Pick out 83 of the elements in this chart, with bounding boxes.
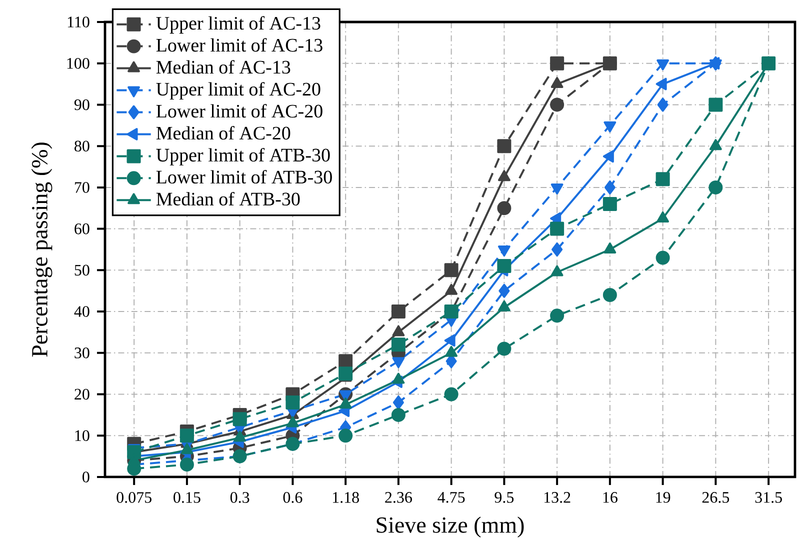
point <box>656 59 670 70</box>
x-tick-label: 19 <box>656 492 670 503</box>
y-tick-label: 100 <box>67 58 90 69</box>
point <box>234 430 246 442</box>
point <box>604 121 616 132</box>
legend-label: Median of AC-13 <box>156 60 290 74</box>
x-tick-label: 0.6 <box>283 492 302 503</box>
y-tick-label: 60 <box>74 223 90 234</box>
legend-label: Lower limit of AC-13 <box>156 38 322 52</box>
x-tick-label: 9.5 <box>494 492 514 503</box>
point <box>392 325 405 336</box>
point <box>550 222 564 236</box>
y-tick-label: 0 <box>82 472 90 482</box>
point <box>180 458 194 472</box>
point <box>497 139 512 154</box>
point <box>708 180 723 194</box>
y-tick-label: 80 <box>74 140 90 152</box>
point <box>180 428 194 443</box>
y-tick-label: 20 <box>74 388 90 400</box>
x-tick-label: 0.15 <box>174 492 200 503</box>
point <box>338 366 353 381</box>
point <box>232 412 247 426</box>
point <box>656 78 667 90</box>
point <box>339 398 352 409</box>
x-tick-label: 0.075 <box>116 492 152 503</box>
point <box>444 263 458 278</box>
point <box>391 304 406 319</box>
point <box>604 180 616 194</box>
point <box>602 150 614 163</box>
point <box>286 416 299 428</box>
point <box>180 443 194 454</box>
x-tick-label: 31.5 <box>755 492 782 503</box>
point <box>498 284 510 298</box>
point <box>498 245 510 256</box>
y-tick-label: 90 <box>74 99 90 110</box>
point <box>550 98 564 112</box>
legend-label: Upper limit of AC-20 <box>156 82 320 100</box>
y-tick-label: 70 <box>75 182 90 193</box>
x-axis-title: Sieve size (mm) <box>376 516 524 538</box>
x-tick-label: 13.2 <box>544 492 570 503</box>
x-tick-label: 4.75 <box>438 492 465 503</box>
point <box>391 408 406 422</box>
point <box>498 170 510 182</box>
point <box>657 98 668 112</box>
y-tick-label: 40 <box>74 306 90 317</box>
point <box>550 56 564 70</box>
point <box>338 354 353 368</box>
legend-label: Median of AC-20 <box>156 126 290 140</box>
point <box>550 265 564 276</box>
point <box>444 334 456 347</box>
point <box>550 308 564 323</box>
legend-label: Lower limit of ATB-30 <box>156 170 332 184</box>
y-tick-label: 10 <box>75 430 90 442</box>
point <box>391 338 406 352</box>
legend-label: Upper limit of AC-13 <box>156 16 320 34</box>
point <box>656 172 670 186</box>
x-tick-label: 26.5 <box>702 492 730 503</box>
point <box>497 259 512 274</box>
point <box>708 98 723 112</box>
y-tick-label: 110 <box>68 16 90 28</box>
point <box>550 77 564 88</box>
point <box>550 183 564 194</box>
x-tick-label: 1.18 <box>332 492 359 503</box>
point <box>444 387 458 402</box>
legend-label: Upper limit of ATB-30 <box>156 148 330 166</box>
point <box>497 342 512 356</box>
point <box>602 288 617 302</box>
point <box>602 196 617 211</box>
point <box>656 250 670 265</box>
x-tick-label: 0.3 <box>230 492 250 503</box>
legend-label: Median of ATB-30 <box>156 192 300 206</box>
point <box>392 396 404 410</box>
x-tick-label: 16 <box>603 492 618 503</box>
x-tick-label: 2.36 <box>385 492 412 503</box>
y-tick-label: 50 <box>74 264 90 276</box>
legend-label: Lower limit of AC-20 <box>156 104 322 118</box>
point <box>338 428 353 443</box>
point <box>286 396 300 410</box>
y-axis-title: Percentage passing (%) <box>31 142 52 357</box>
y-tick-label: 30 <box>74 348 90 358</box>
point <box>497 201 512 216</box>
point <box>709 139 722 150</box>
point <box>552 242 563 256</box>
